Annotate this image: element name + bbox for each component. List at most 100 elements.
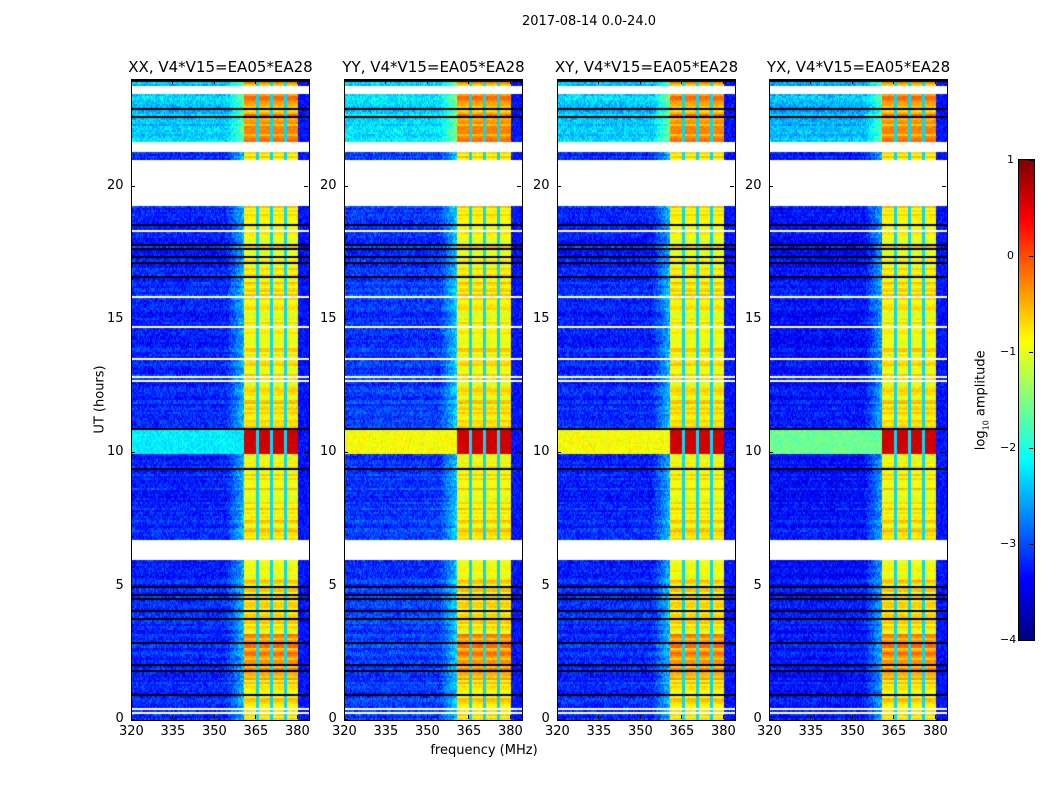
y-tick	[517, 185, 521, 187]
x-tick	[893, 80, 895, 84]
y-tick-label: 10	[745, 444, 762, 460]
x-tick-label: 335	[798, 724, 824, 739]
panel-title: XX, V4*V15=EA05*EA28	[128, 58, 313, 76]
y-tick	[344, 452, 348, 454]
colorbar-tick-label: −2	[1000, 441, 1017, 454]
x-tick	[131, 715, 132, 719]
y-tick-label: 0	[753, 711, 762, 726]
x-tick	[426, 715, 428, 719]
y-tick-label: 20	[107, 177, 124, 193]
x-tick	[810, 715, 812, 719]
y-tick	[344, 585, 348, 587]
y-tick	[769, 319, 773, 320]
y-tick	[769, 452, 773, 454]
x-tick-label: 350	[414, 724, 440, 739]
colorbar-tick-label: −4	[1000, 633, 1017, 646]
colorbar-label: log10 amplitude	[974, 340, 991, 460]
y-tick	[557, 452, 561, 454]
y-tick	[730, 319, 734, 320]
x-tick	[131, 80, 132, 84]
x-tick-label: 365	[881, 724, 907, 739]
y-tick-label: 15	[533, 311, 550, 326]
y-tick	[942, 585, 946, 587]
y-tick	[942, 719, 946, 720]
x-tick	[722, 80, 724, 84]
x-tick	[639, 715, 641, 719]
colorbar-tick	[1029, 544, 1033, 545]
x-tick-label: 365	[669, 724, 695, 739]
y-tick	[344, 185, 348, 187]
colorbar-tick-label: −3	[1000, 537, 1017, 550]
x-tick	[851, 80, 853, 84]
x-tick	[172, 80, 174, 84]
x-tick	[934, 80, 936, 84]
colorbar-tick	[1029, 352, 1033, 353]
x-tick-label: 380	[710, 724, 736, 739]
y-tick	[131, 719, 135, 720]
x-tick-label: 320	[119, 724, 144, 739]
y-tick	[344, 319, 348, 320]
x-tick	[344, 715, 345, 719]
y-tick	[557, 585, 561, 587]
figure-title: 2017-08-14 0.0-24.0	[522, 14, 656, 29]
y-tick-label: 15	[107, 311, 124, 326]
y-tick	[730, 185, 734, 187]
y-tick	[304, 585, 308, 587]
y-tick-label: 5	[753, 577, 762, 593]
y-tick	[517, 719, 521, 720]
x-tick-label: 335	[160, 724, 186, 739]
panel-yy: YY, V4*V15=EA05*EA28	[342, 58, 525, 721]
y-tick	[304, 185, 308, 187]
colorbar-tick	[1029, 160, 1033, 161]
y-tick-label: 5	[115, 577, 124, 593]
x-tick	[769, 715, 770, 719]
y-tick-label: 5	[328, 577, 337, 593]
x-tick-label: 320	[757, 724, 782, 739]
x-tick	[296, 715, 298, 719]
x-tick	[934, 715, 936, 719]
colorbar-tick	[1029, 640, 1033, 641]
colorbar-label-base: log	[973, 430, 989, 451]
colorbar-frame	[1018, 159, 1035, 641]
colorbar-gradient	[1019, 160, 1034, 640]
x-tick	[639, 80, 641, 84]
x-tick	[557, 715, 558, 719]
y-tick	[304, 719, 308, 720]
y-tick	[730, 585, 734, 587]
x-tick	[172, 715, 174, 719]
y-tick-label: 10	[533, 444, 550, 460]
colorbar-tick-label: −1	[1000, 345, 1017, 358]
y-tick	[730, 452, 734, 454]
x-tick-label: 380	[922, 724, 948, 739]
y-tick-label: 20	[533, 177, 550, 193]
colorbar-tick	[1029, 256, 1033, 257]
x-tick-label: 335	[586, 724, 612, 739]
colorbar	[1018, 159, 1035, 641]
x-tick	[509, 80, 511, 84]
panel-xx: XX, V4*V15=EA05*EA28	[128, 58, 313, 721]
y-tick	[942, 319, 946, 320]
x-tick-label: 350	[627, 724, 653, 739]
x-tick-label: 320	[332, 724, 357, 739]
y-tick	[769, 719, 773, 720]
x-tick-label: 380	[284, 724, 310, 739]
x-tick	[509, 715, 511, 719]
x-tick	[893, 715, 895, 719]
y-axis-label: UT (hours)	[92, 365, 108, 434]
x-tick	[598, 715, 600, 719]
x-tick-label: 320	[545, 724, 570, 739]
x-tick	[468, 715, 470, 719]
y-tick	[131, 185, 135, 187]
x-tick	[344, 80, 345, 84]
x-tick	[851, 715, 853, 719]
colorbar-tick	[1029, 448, 1033, 449]
x-tick	[468, 80, 470, 84]
panel-xy: XY, V4*V15=EA05*EA28	[555, 58, 738, 721]
heatmap-xx	[132, 80, 309, 720]
y-tick	[131, 452, 135, 454]
y-tick	[557, 185, 561, 187]
x-tick	[426, 80, 428, 84]
y-tick	[517, 319, 521, 320]
heatmap-yx	[770, 80, 947, 720]
